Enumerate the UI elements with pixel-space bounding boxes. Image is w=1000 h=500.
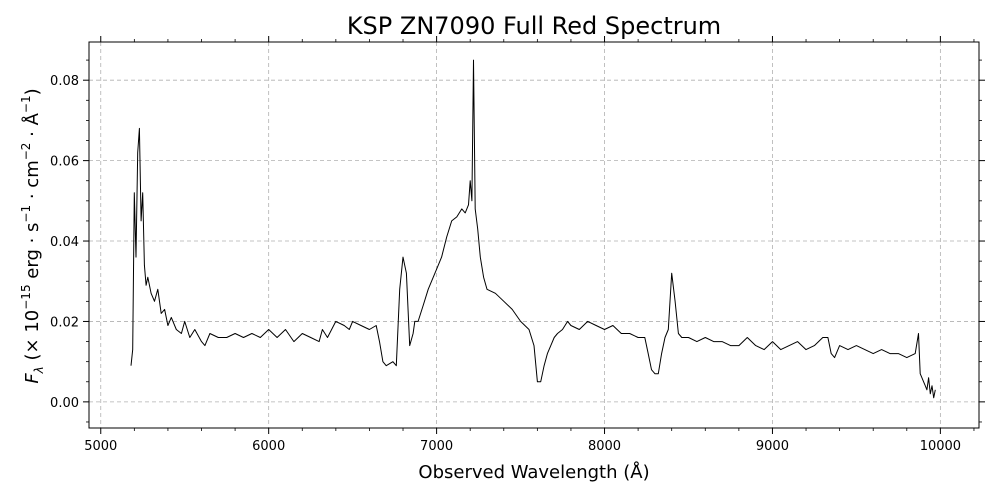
y-tick-label: 0.02 <box>50 315 79 330</box>
x-axis-label: Observed Wavelength (Å) <box>418 461 649 483</box>
x-tick-label: 9000 <box>756 439 789 454</box>
y-tick-label: 0.06 <box>50 155 79 170</box>
major-ticks <box>83 36 985 434</box>
x-tick-label: 8000 <box>588 439 621 454</box>
y-tick-label: 0.00 <box>50 396 79 411</box>
x-tick-label: 7000 <box>420 439 453 454</box>
y-axis-label: Fλ (× 10−15 erg · s−1 · cm−2 · Å−1) <box>19 88 46 383</box>
spectrum-series-line <box>130 59 936 399</box>
chart-title: KSP ZN7090 Full Red Spectrum <box>347 12 721 40</box>
x-tick-label: 6000 <box>252 439 285 454</box>
grid <box>89 42 979 428</box>
y-tick-label: 0.08 <box>50 74 79 89</box>
x-tick-labels: 5000 6000 7000 8000 9000 10000 <box>84 439 961 454</box>
plot-frame <box>88 41 980 429</box>
x-tick-label: 5000 <box>84 439 117 454</box>
x-tick-label: 10000 <box>920 439 961 454</box>
y-tick-labels: 0.00 0.02 0.04 0.06 0.08 <box>50 74 79 411</box>
y-tick-label: 0.04 <box>50 235 79 250</box>
minor-ticks <box>86 39 982 431</box>
